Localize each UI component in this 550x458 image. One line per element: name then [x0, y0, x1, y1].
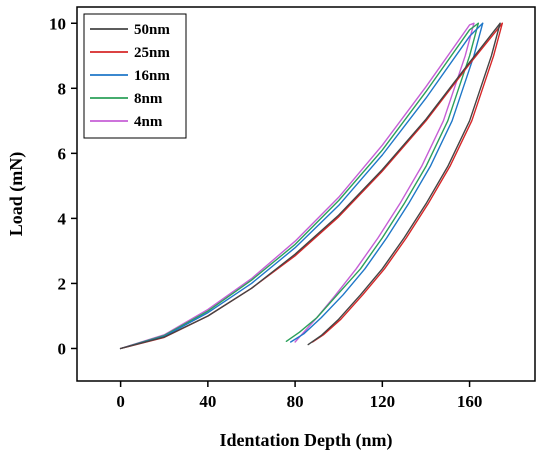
legend-label-16nm: 16nm [134, 68, 170, 84]
series-4nm-unloading-line [294, 22, 475, 343]
legend-label-50nm: 50nm [134, 22, 170, 38]
y-tick-label: 6 [58, 144, 67, 163]
series-16nm-loading-line [119, 22, 484, 350]
y-tick-label: 2 [58, 274, 67, 293]
y-tick-label: 10 [49, 14, 66, 33]
x-tick-label: 160 [457, 392, 483, 411]
legend-label-8nm: 8nm [134, 91, 163, 107]
plot-frame [76, 6, 536, 382]
series-16nm-unloading-line [290, 22, 484, 343]
x-axis-title: Identation Depth (nm) [219, 430, 392, 451]
x-tick-label: 80 [287, 392, 304, 411]
series-8nm-unloading-line [285, 22, 479, 342]
series-4nm-loading-line [119, 22, 475, 350]
y-tick-label: 0 [58, 339, 67, 358]
x-axis-ticks: 0 40 80 120 160 [116, 381, 482, 411]
y-tick-label: 4 [58, 209, 67, 228]
series-8nm-loading-line [119, 22, 479, 350]
series-50nm-unloading-line [307, 22, 501, 346]
legend-box [83, 13, 187, 139]
series-50nm-loading-line [119, 22, 501, 350]
y-axis-ticks: 0 2 4 6 8 10 [49, 14, 77, 358]
series-25nm-unloading-line [311, 22, 503, 343]
plot-series [119, 22, 503, 350]
legend: 50nm 25nm 16nm 8nm 4nm [83, 13, 187, 139]
legend-label-4nm: 4nm [134, 114, 163, 130]
y-axis-title: Load (mN) [6, 152, 27, 237]
x-tick-label: 40 [199, 392, 216, 411]
x-tick-label: 120 [370, 392, 396, 411]
legend-label-25nm: 25nm [134, 45, 170, 61]
y-tick-label: 8 [58, 79, 67, 98]
x-tick-label: 0 [116, 392, 125, 411]
